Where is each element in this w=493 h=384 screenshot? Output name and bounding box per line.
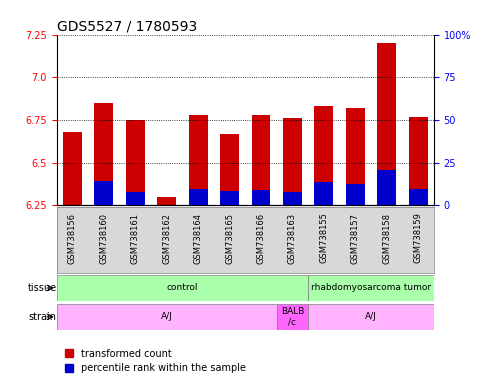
Bar bbox=[57, 275, 308, 301]
Bar bbox=[94, 180, 113, 205]
Bar bbox=[377, 43, 396, 205]
Text: GSM738165: GSM738165 bbox=[225, 213, 234, 263]
Text: strain: strain bbox=[29, 312, 57, 322]
Bar bbox=[377, 170, 396, 205]
Bar bbox=[308, 304, 434, 330]
Bar bbox=[157, 197, 176, 205]
Bar bbox=[409, 189, 427, 205]
Bar bbox=[346, 108, 365, 205]
Bar bbox=[220, 134, 239, 205]
Text: GSM738157: GSM738157 bbox=[351, 213, 360, 263]
Bar bbox=[315, 182, 333, 205]
Bar bbox=[189, 189, 208, 205]
Text: GSM738156: GSM738156 bbox=[68, 213, 77, 263]
Text: GSM738166: GSM738166 bbox=[256, 213, 266, 264]
Bar bbox=[57, 304, 277, 330]
Bar bbox=[251, 115, 270, 205]
Text: GSM738162: GSM738162 bbox=[162, 213, 171, 263]
Text: GSM738160: GSM738160 bbox=[99, 213, 108, 263]
Bar bbox=[283, 192, 302, 205]
Bar bbox=[126, 120, 145, 205]
Text: control: control bbox=[167, 283, 198, 293]
Text: A/J: A/J bbox=[365, 312, 377, 321]
Text: GSM738161: GSM738161 bbox=[131, 213, 140, 263]
Bar bbox=[346, 184, 365, 205]
Bar bbox=[189, 115, 208, 205]
Text: A/J: A/J bbox=[161, 312, 173, 321]
Text: GDS5527 / 1780593: GDS5527 / 1780593 bbox=[57, 20, 197, 33]
Text: GSM738163: GSM738163 bbox=[288, 213, 297, 264]
Bar bbox=[126, 192, 145, 205]
Bar bbox=[409, 117, 427, 205]
Text: GSM738159: GSM738159 bbox=[414, 213, 423, 263]
Text: GSM738164: GSM738164 bbox=[194, 213, 203, 263]
Bar bbox=[315, 106, 333, 205]
Text: GSM738158: GSM738158 bbox=[382, 213, 391, 263]
Text: GSM738155: GSM738155 bbox=[319, 213, 328, 263]
Text: tissue: tissue bbox=[28, 283, 57, 293]
Bar bbox=[94, 103, 113, 205]
Text: rhabdomyosarcoma tumor: rhabdomyosarcoma tumor bbox=[311, 283, 431, 293]
Bar bbox=[283, 118, 302, 205]
Legend: transformed count, percentile rank within the sample: transformed count, percentile rank withi… bbox=[62, 345, 250, 377]
Bar bbox=[63, 132, 82, 205]
Bar bbox=[308, 275, 434, 301]
Text: BALB
/c: BALB /c bbox=[281, 307, 304, 326]
Bar bbox=[251, 190, 270, 205]
Bar bbox=[220, 191, 239, 205]
Bar bbox=[277, 304, 308, 330]
